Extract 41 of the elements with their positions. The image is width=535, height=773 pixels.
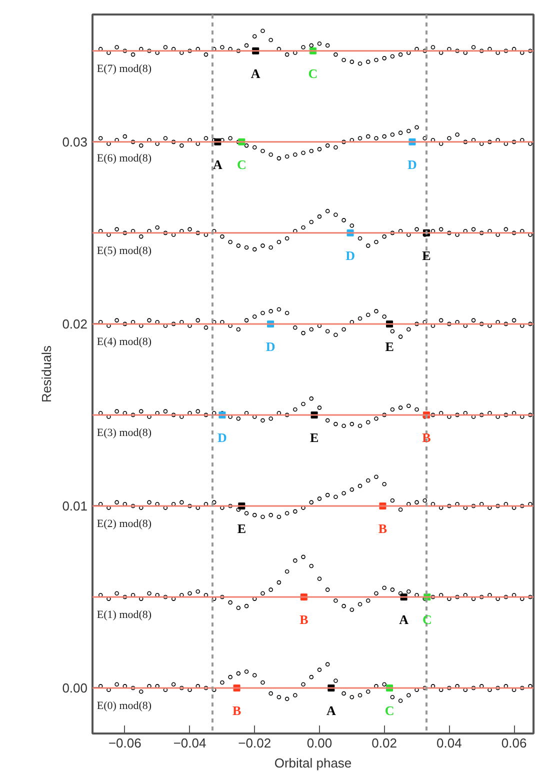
text: C [422,612,432,627]
series-label: E(6) mod(8) [96,152,152,164]
text: A [326,702,336,718]
y-tick-label: 0.00 [62,680,88,696]
x-tick-label: 0.02 [372,736,397,750]
series-label: E(4) mod(8) [96,336,152,348]
x-tick-label: 0.06 [501,736,527,750]
text: B [232,702,242,718]
text: B [300,612,308,627]
text: E [310,430,319,445]
series-label: E(1) mod(8) [96,609,152,622]
series-label: E(5) mod(8) [96,245,152,258]
series-label: E(7) mod(8) [96,63,152,76]
text: D [218,430,227,445]
text: E [385,338,394,354]
series-label: E [422,248,431,263]
y-tick-label: 0.03 [62,134,88,150]
text: D [266,338,276,354]
series-label: E(3) mod(8) [96,427,152,440]
x-tick-label: 0.04 [436,736,462,750]
series-label: E(2) mod(8) [96,518,152,530]
y-tick-label: 0.02 [62,316,88,332]
x-tick-label: −0.02 [238,736,272,750]
x-axis-title: Orbital phase [274,756,352,770]
text: C [384,702,394,718]
x-tick-label: −0.04 [173,736,206,750]
series-label: D [408,156,417,172]
series-label: E(0) mod(8) [96,700,152,712]
text: D [346,248,355,263]
x-tick-label: 0.00 [306,736,332,750]
y-axis-title: Residuals [39,344,54,403]
x-tick-label: −0.06 [108,736,142,750]
series-label: B [422,430,432,445]
text: B [378,520,388,536]
y-tick-label: 0.01 [62,498,88,514]
text: A [212,156,222,172]
series-label: A [250,66,261,81]
text: E [237,520,246,536]
text: C [308,66,318,81]
series-label: C [236,156,246,172]
text: A [399,612,408,627]
